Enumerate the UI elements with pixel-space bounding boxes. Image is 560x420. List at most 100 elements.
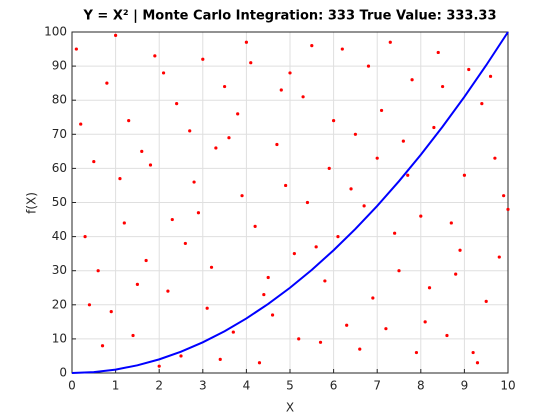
sample-point	[148, 163, 153, 167]
sample-point	[109, 310, 113, 314]
sample-point	[384, 327, 388, 331]
sample-point	[257, 361, 262, 365]
sample-point	[118, 177, 122, 181]
sample-point	[410, 78, 414, 82]
sample-point	[327, 166, 331, 170]
sample-point	[340, 47, 344, 51]
sample-point	[175, 102, 179, 106]
sample-point	[297, 337, 301, 341]
sample-point	[275, 142, 279, 147]
sample-point	[427, 286, 432, 290]
sample-point	[92, 159, 96, 164]
sample-point	[253, 224, 257, 228]
x-tick-label: 5	[286, 379, 294, 393]
y-tick-label: 10	[52, 331, 67, 345]
sample-point	[100, 344, 105, 348]
sample-point	[83, 235, 87, 239]
sample-point	[336, 235, 340, 239]
y-tick-label: 80	[52, 93, 67, 107]
x-tick-label: 10	[500, 379, 515, 393]
x-tick-label: 1	[112, 379, 120, 393]
y-tick-label: 40	[52, 229, 67, 243]
sample-point	[310, 44, 314, 48]
sample-point	[358, 347, 362, 351]
sample-point	[157, 364, 161, 368]
sample-point	[323, 279, 327, 283]
sample-point	[223, 84, 227, 89]
x-tick-label: 0	[68, 379, 76, 393]
x-tick-label: 6	[330, 379, 338, 393]
sample-point	[105, 81, 109, 85]
sample-point	[362, 204, 366, 208]
y-tick-label: 50	[52, 195, 67, 209]
sample-point	[153, 54, 157, 58]
sample-point	[462, 173, 466, 177]
sample-point	[493, 156, 497, 160]
y-tick-label: 100	[44, 25, 67, 39]
sample-point	[502, 194, 506, 198]
sample-point	[214, 146, 218, 150]
sample-point	[196, 211, 201, 215]
sample-point	[161, 71, 166, 75]
sample-point	[140, 149, 144, 153]
y-tick-label: 90	[52, 59, 67, 73]
sample-point	[131, 333, 135, 338]
sample-point	[305, 200, 310, 205]
sample-point	[467, 67, 471, 72]
sample-point	[135, 282, 139, 286]
plot-frame	[71, 31, 509, 374]
sample-point	[292, 252, 296, 256]
sample-point	[441, 84, 445, 89]
sample-point	[353, 132, 357, 136]
sample-point	[436, 50, 440, 55]
sample-point	[74, 47, 78, 51]
sample-point	[454, 272, 458, 276]
sample-point	[244, 40, 248, 44]
sample-point	[205, 306, 209, 310]
sample-point	[79, 122, 83, 126]
sample-point	[475, 361, 480, 365]
sample-point	[332, 119, 336, 123]
sample-point	[288, 71, 292, 75]
sample-point	[262, 292, 266, 297]
sample-point	[371, 296, 375, 300]
sample-point	[397, 269, 401, 273]
sample-point	[401, 139, 405, 143]
sample-point	[183, 241, 187, 246]
sample-point	[423, 320, 427, 324]
sample-point	[218, 357, 222, 361]
sample-point	[388, 40, 392, 44]
sample-point	[270, 313, 275, 317]
y-tick-label: 70	[52, 127, 67, 141]
sample-point	[432, 125, 436, 130]
sample-point	[471, 350, 475, 355]
x-tick-label: 7	[373, 379, 381, 393]
sample-point	[375, 156, 379, 160]
sample-point	[166, 289, 170, 293]
sample-point	[406, 173, 410, 177]
y-tick-label: 20	[52, 297, 67, 311]
sample-point	[506, 207, 510, 211]
sample-point	[209, 265, 214, 269]
sample-point	[179, 354, 183, 358]
sample-point	[497, 255, 501, 259]
sample-point	[96, 269, 100, 273]
sample-point	[122, 221, 126, 225]
sample-point	[419, 214, 423, 218]
x-axis-label: X	[286, 401, 294, 415]
x-tick-label: 4	[243, 379, 251, 393]
sample-point	[488, 74, 493, 78]
sample-point	[393, 231, 397, 235]
sample-point	[379, 108, 384, 113]
sample-point	[318, 340, 323, 344]
sample-point	[279, 88, 283, 92]
y-axis-label: f(X)	[25, 192, 39, 214]
sample-point	[366, 64, 371, 68]
sample-point	[449, 221, 453, 225]
sample-point	[445, 333, 449, 338]
chart-title: Y = X² | Monte Carlo Integration: 333 Tr…	[82, 9, 496, 24]
sample-point	[249, 61, 253, 65]
sample-point	[414, 350, 419, 355]
